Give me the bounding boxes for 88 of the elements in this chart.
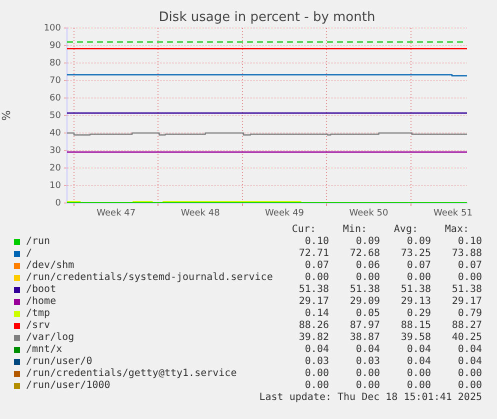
text: Avg: (392, 224, 419, 236)
x-tick-label: Week 51 (433, 208, 472, 219)
text: 0.00 (354, 368, 380, 380)
text: 38.87 (348, 332, 380, 344)
text: 0.79 (456, 308, 482, 320)
text: 88.15 (400, 320, 431, 332)
text: 0.07 (406, 260, 431, 272)
legend-label: /srv (26, 320, 52, 332)
text: 0.29 (406, 308, 431, 320)
text: 0.00 (456, 272, 482, 284)
text: 73.88 (450, 248, 482, 260)
text: 72.71 (298, 248, 329, 260)
y-tick-label: 80 (50, 58, 62, 68)
text: 0.03 (354, 356, 380, 368)
text: 0.04 (304, 344, 329, 356)
y-tick-label: 40 (50, 128, 62, 138)
text: 0.00 (456, 368, 482, 380)
y-tick-label: 60 (50, 93, 62, 104)
x-tick-label: Week 49 (265, 208, 304, 219)
text: 0.00 (304, 272, 329, 284)
text: Last update: Thu Dec 18 15:01:41 2025 (258, 392, 482, 404)
legend-label: /run/credentials/getty@tty1.service (26, 368, 238, 380)
legend-label: /tmp (26, 308, 52, 320)
text: 0.00 (354, 272, 380, 284)
text: 0.09 (406, 236, 431, 248)
y-tick-label: 20 (50, 163, 62, 174)
y-tick-label: 30 (50, 146, 62, 156)
text: 0.04 (406, 356, 431, 368)
text: 29.13 (400, 296, 431, 308)
y-axis-title: % (0, 110, 13, 121)
text: 29.17 (450, 296, 482, 308)
legend-label: / (26, 248, 34, 260)
text: 0.06 (354, 260, 380, 272)
text: 0.07 (456, 260, 482, 272)
text: 40.25 (450, 332, 482, 344)
legend-label: /home (26, 296, 58, 308)
legend-label: /run/credentials/systemd-journald.service (26, 272, 274, 284)
legend-label: /mnt/x (26, 344, 64, 356)
y-tick-label: 100 (44, 23, 62, 34)
text: 0.05 (354, 308, 380, 320)
text: 39.82 (298, 332, 329, 344)
text: 73.25 (400, 248, 431, 260)
text: 88.26 (298, 320, 329, 332)
y-tick-label: 90 (50, 40, 62, 51)
text: 0.04 (456, 356, 482, 368)
legend-label: /var/log (26, 332, 76, 344)
y-tick-label: 0 (55, 198, 62, 208)
y-tick-label: 70 (50, 76, 62, 86)
legend-label: /run/user/0 (26, 356, 94, 368)
text: 0.00 (355, 380, 380, 392)
text: 51.38 (348, 284, 380, 296)
text: Max: (444, 224, 470, 236)
text: 0.10 (456, 236, 482, 248)
text: 39.58 (400, 332, 431, 344)
x-tick-label: Week 50 (349, 208, 389, 219)
text: 51.38 (450, 284, 482, 296)
text: 0.04 (354, 344, 380, 356)
text: 0.10 (304, 236, 329, 248)
y-tick-label: 50 (50, 110, 62, 121)
text: 0.00 (456, 380, 482, 392)
y-tick-label: 10 (50, 180, 62, 191)
text: 0.09 (354, 236, 380, 248)
text: 0.00 (304, 368, 329, 380)
text: 29.17 (298, 296, 329, 308)
text: 0.00 (304, 380, 329, 392)
legend-label: /run/user/1000 (26, 380, 112, 392)
text: 0.00 (406, 272, 431, 284)
text: 0.03 (304, 356, 329, 368)
text: 88.27 (450, 320, 482, 332)
text: 72.68 (348, 248, 380, 260)
text: 0.14 (304, 308, 329, 320)
text: Min: (342, 224, 368, 236)
text: 0.00 (406, 380, 431, 392)
x-tick-label: Week 47 (96, 208, 136, 219)
text: 0.04 (456, 344, 482, 356)
text: 51.38 (298, 284, 329, 296)
chart-title: Disk usage in percent - by month (158, 10, 376, 25)
legend-label: /run (26, 236, 52, 248)
text: Cur: (290, 224, 317, 236)
text: 51.38 (400, 284, 431, 296)
text: 0.04 (406, 344, 431, 356)
text: 87.97 (348, 320, 380, 332)
text: 0.00 (406, 368, 431, 380)
text: 0.07 (304, 260, 329, 272)
legend-label: /dev/shm (26, 260, 76, 272)
legend-label: /boot (26, 284, 58, 296)
x-tick-label: Week 48 (180, 208, 220, 219)
text: 29.09 (348, 296, 380, 308)
